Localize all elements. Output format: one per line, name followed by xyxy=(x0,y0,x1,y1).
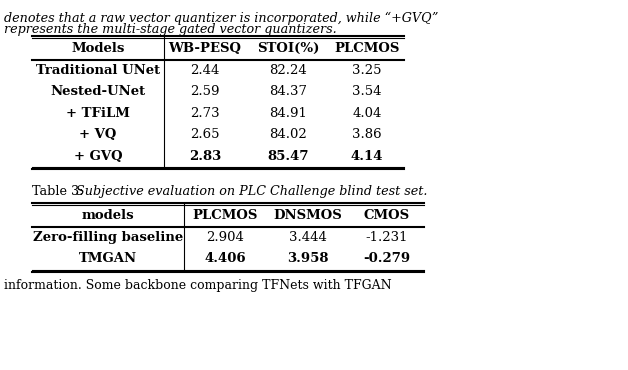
Text: Nested-UNet: Nested-UNet xyxy=(50,85,146,98)
Text: 84.02: 84.02 xyxy=(269,128,307,141)
Text: Subjective evaluation on PLC Challenge blind test set.: Subjective evaluation on PLC Challenge b… xyxy=(76,185,428,198)
Text: CMOS: CMOS xyxy=(364,209,410,222)
Text: + VQ: + VQ xyxy=(79,128,117,141)
Text: 4.14: 4.14 xyxy=(351,150,383,163)
Text: 84.91: 84.91 xyxy=(269,107,307,120)
Text: Models: Models xyxy=(72,42,125,55)
Text: represents the multi-stage gated vector quantizers.: represents the multi-stage gated vector … xyxy=(4,23,337,36)
Text: STOI(%): STOI(%) xyxy=(257,42,319,55)
Text: PLCMOS: PLCMOS xyxy=(192,209,257,222)
Text: 3.958: 3.958 xyxy=(287,252,328,265)
Text: 3.25: 3.25 xyxy=(352,64,382,77)
Text: 85.47: 85.47 xyxy=(268,150,309,163)
Text: + GVQ: + GVQ xyxy=(73,150,122,163)
Text: denotes that a raw vector quantizer is incorporated, while “+GVQ”: denotes that a raw vector quantizer is i… xyxy=(4,12,438,25)
Text: PLCMOS: PLCMOS xyxy=(334,42,399,55)
Text: 2.83: 2.83 xyxy=(189,150,221,163)
Text: TMGAN: TMGAN xyxy=(79,252,137,265)
Text: 3.86: 3.86 xyxy=(352,128,382,141)
Text: 3.444: 3.444 xyxy=(289,231,327,244)
Text: 4.406: 4.406 xyxy=(204,252,246,265)
Text: 2.65: 2.65 xyxy=(190,128,220,141)
Text: 2.59: 2.59 xyxy=(190,85,220,98)
Text: Zero-filling baseline: Zero-filling baseline xyxy=(33,231,183,244)
Text: 82.24: 82.24 xyxy=(269,64,307,77)
Text: DNSMOS: DNSMOS xyxy=(274,209,342,222)
Text: Table 3:: Table 3: xyxy=(32,185,87,198)
Text: models: models xyxy=(82,209,134,222)
Text: 84.37: 84.37 xyxy=(269,85,307,98)
Text: 3.54: 3.54 xyxy=(352,85,382,98)
Text: 2.44: 2.44 xyxy=(190,64,220,77)
Text: -1.231: -1.231 xyxy=(365,231,408,244)
Text: + TFiLM: + TFiLM xyxy=(66,107,130,120)
Text: 4.04: 4.04 xyxy=(352,107,382,120)
Text: information. Some backbone comparing TFNets with TFGAN: information. Some backbone comparing TFN… xyxy=(4,279,392,293)
Text: 2.73: 2.73 xyxy=(190,107,220,120)
Text: 2.904: 2.904 xyxy=(206,231,244,244)
Text: Traditional UNet: Traditional UNet xyxy=(36,64,160,77)
Text: -0.279: -0.279 xyxy=(364,252,411,265)
Text: WB-PESQ: WB-PESQ xyxy=(168,42,242,55)
